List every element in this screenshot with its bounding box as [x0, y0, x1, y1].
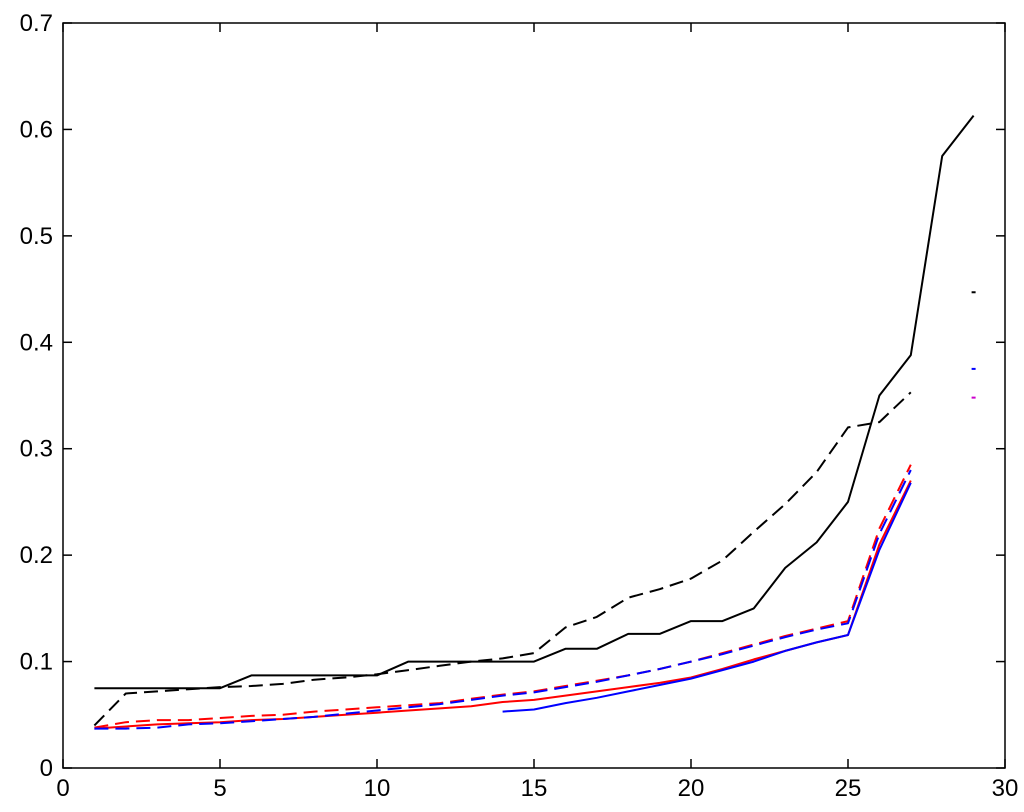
- y-tick-label: 0.2: [20, 542, 53, 569]
- x-tick-label: 15: [521, 775, 548, 802]
- x-axis-ticks: 0 5 10 15 20 25 30: [56, 23, 1018, 802]
- series-line-1: [94, 114, 975, 690]
- x-tick-label: 20: [678, 775, 705, 802]
- plot-area-frame: [62, 22, 1006, 769]
- y-tick-label: 0.3: [20, 436, 53, 463]
- x-tick-label: 30: [992, 775, 1019, 802]
- y-tick-label: 0.7: [20, 10, 53, 37]
- y-tick-label: 0.1: [20, 649, 53, 676]
- y-tick-label: 0.6: [20, 116, 53, 143]
- x-tick-label: 5: [213, 775, 226, 802]
- series-line-6: [94, 469, 912, 730]
- series-line-5: [502, 482, 912, 713]
- series-line-2: [93, 391, 912, 727]
- series-line-3: [94, 480, 912, 730]
- y-tick-label: 0.5: [20, 223, 53, 250]
- x-tick-label: 0: [56, 775, 69, 802]
- y-axis-ticks: 0 0.1 0.2 0.3 0.4 0.5 0.6 0.7: [20, 10, 1005, 782]
- x-tick-label: 10: [364, 775, 391, 802]
- x-tick-label: 25: [835, 775, 862, 802]
- y-tick-label: 0: [40, 755, 53, 782]
- y-tick-label: 0.4: [20, 329, 53, 356]
- series-layer: [93, 114, 975, 730]
- marker-layer: [971, 291, 976, 399]
